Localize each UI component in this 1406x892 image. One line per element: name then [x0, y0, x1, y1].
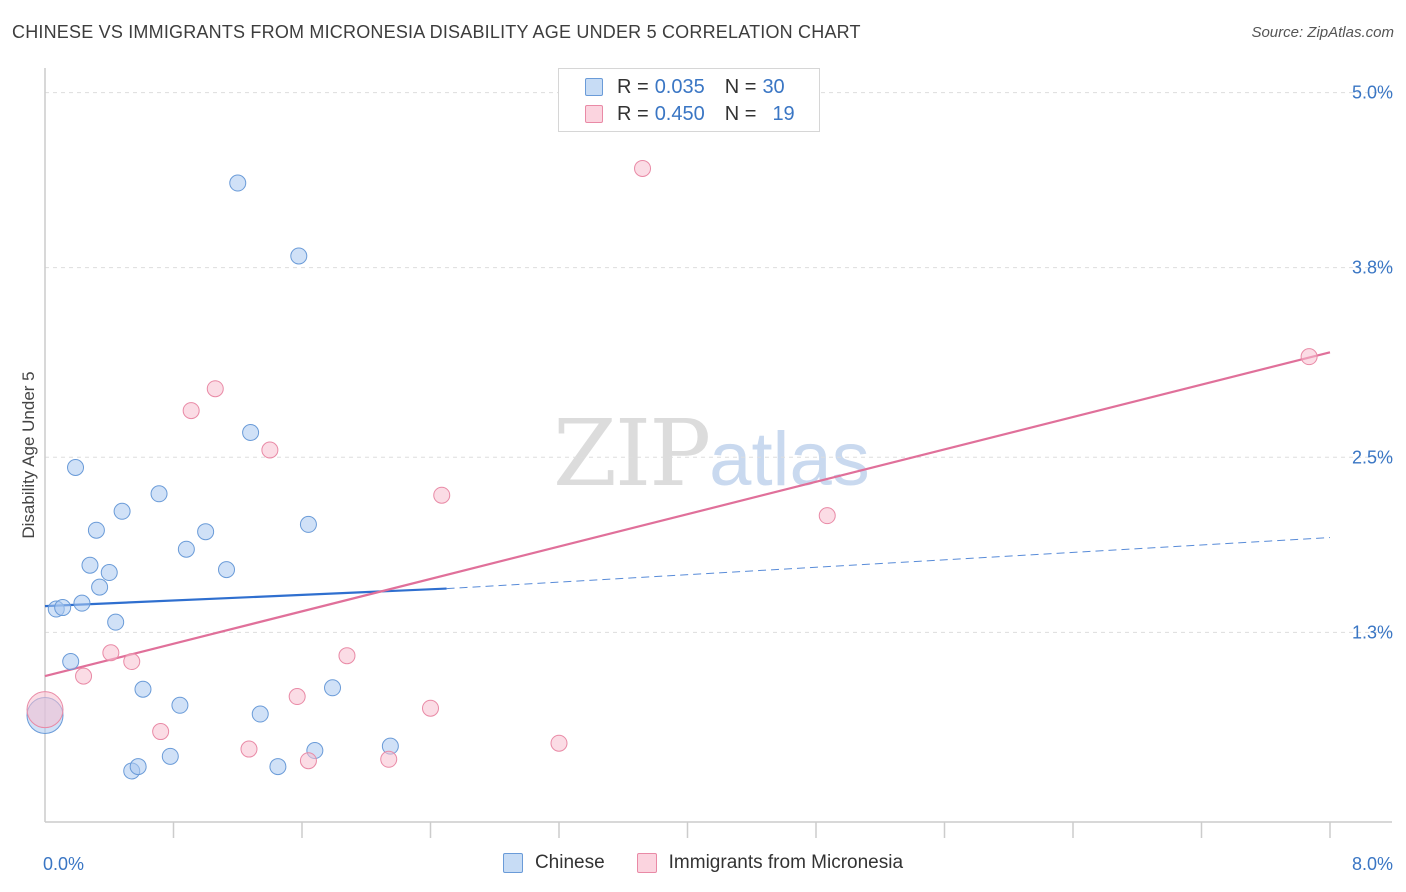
y-tick-label: 3.8% [1352, 258, 1393, 278]
watermark-zip: ZIP [553, 400, 711, 507]
point-chinese [87, 521, 105, 539]
point-micronesia [433, 486, 451, 504]
point-micronesia [75, 667, 93, 685]
point-chinese [129, 758, 147, 776]
point-micronesia [102, 644, 120, 662]
x-tick-labels: 0.0% 8.0% [43, 854, 1393, 874]
bottom-legend-micronesia: Immigrants from Micronesia [636, 852, 904, 874]
point-chinese [290, 247, 308, 265]
point-chinese [251, 705, 269, 723]
point-micronesia [338, 647, 356, 665]
legend-swatch-chinese [585, 78, 603, 96]
y-tick-label: 2.5% [1352, 447, 1393, 467]
chart-title: CHINESE VS IMMIGRANTS FROM MICRONESIA DI… [12, 22, 861, 42]
point-chinese [229, 174, 247, 192]
point-chinese [177, 540, 195, 558]
chart-source: Source: ZipAtlas.com [1251, 24, 1394, 41]
trendlines [44, 351, 1331, 678]
point-chinese [150, 485, 168, 503]
legend-box: R = 0.035 N = 30 R = 0.450 N = 19 [558, 68, 820, 132]
point-chinese [269, 758, 287, 776]
point-micronesia [206, 380, 224, 398]
point-micronesia [299, 752, 317, 770]
y-axis-label: Disability Age Under 5 [19, 371, 38, 538]
legend-r-value: 0.450 [654, 102, 705, 125]
point-chinese [113, 502, 131, 520]
point-micronesia [288, 688, 306, 706]
bottom-legend-label: Immigrants from Micronesia [668, 852, 904, 873]
point-chinese [91, 578, 109, 596]
point-chinese [171, 696, 189, 714]
y-tick-label: 5.0% [1352, 83, 1393, 103]
bottom-legend-swatch-micronesia [636, 853, 657, 873]
trendline-micronesia [44, 351, 1331, 678]
point-chinese [324, 679, 342, 697]
point-chinese [54, 599, 72, 617]
point-micronesia [182, 402, 200, 420]
point-chinese [100, 564, 118, 582]
point-micronesia [261, 441, 279, 459]
legend-row-chinese: R = 0.035 N = 30 [585, 75, 785, 99]
bottom-legend: Chinese Immigrants from Micronesia [0, 852, 1406, 874]
axes [44, 68, 1392, 838]
legend-r-label: R = [617, 75, 649, 98]
point-chinese [299, 515, 317, 533]
watermark: ZIPatlas [553, 400, 870, 507]
x-tick-label: 0.0% [43, 854, 84, 874]
y-tick-labels: 1.3% 2.5% 3.8% 5.0% [1352, 83, 1393, 643]
point-micronesia [240, 740, 258, 758]
legend-n-value: 30 [762, 75, 785, 98]
legend-n-label: N = [724, 75, 757, 98]
point-chinese [161, 747, 179, 765]
point-chinese [134, 680, 152, 698]
point-chinese [218, 561, 236, 579]
bottom-legend-swatch-chinese [502, 853, 523, 873]
trendline-extension-chinese [446, 537, 1331, 590]
point-micronesia [634, 159, 652, 177]
point-chinese [242, 423, 260, 441]
x-tick-label: 8.0% [1352, 854, 1393, 874]
point-micronesia [422, 699, 439, 717]
bottom-legend-label: Chinese [534, 852, 605, 873]
point-chinese [67, 459, 85, 477]
point-micronesia [152, 723, 170, 741]
point-chinese [81, 556, 99, 574]
point-chinese [73, 594, 91, 612]
legend-n-value: 19 [772, 102, 795, 125]
point-micronesia [818, 507, 836, 525]
point-chinese [107, 613, 125, 631]
point-micronesia [1300, 348, 1318, 366]
point-micronesia [550, 734, 568, 752]
bottom-legend-chinese: Chinese [502, 852, 605, 874]
point-micronesia [26, 691, 64, 729]
point-micronesia [123, 653, 141, 671]
legend-n-label: N = [724, 102, 757, 125]
legend-swatch-micronesia [585, 105, 603, 123]
legend-row-micronesia: R = 0.450 N = 19 [585, 102, 795, 126]
legend-r-value: 0.035 [654, 75, 705, 98]
point-chinese [197, 523, 215, 541]
data-points [26, 159, 1318, 780]
point-micronesia [380, 750, 398, 768]
y-tick-label: 1.3% [1352, 622, 1393, 642]
legend-r-label: R = [617, 102, 649, 125]
gridlines [45, 92, 1392, 633]
point-chinese [62, 653, 80, 671]
